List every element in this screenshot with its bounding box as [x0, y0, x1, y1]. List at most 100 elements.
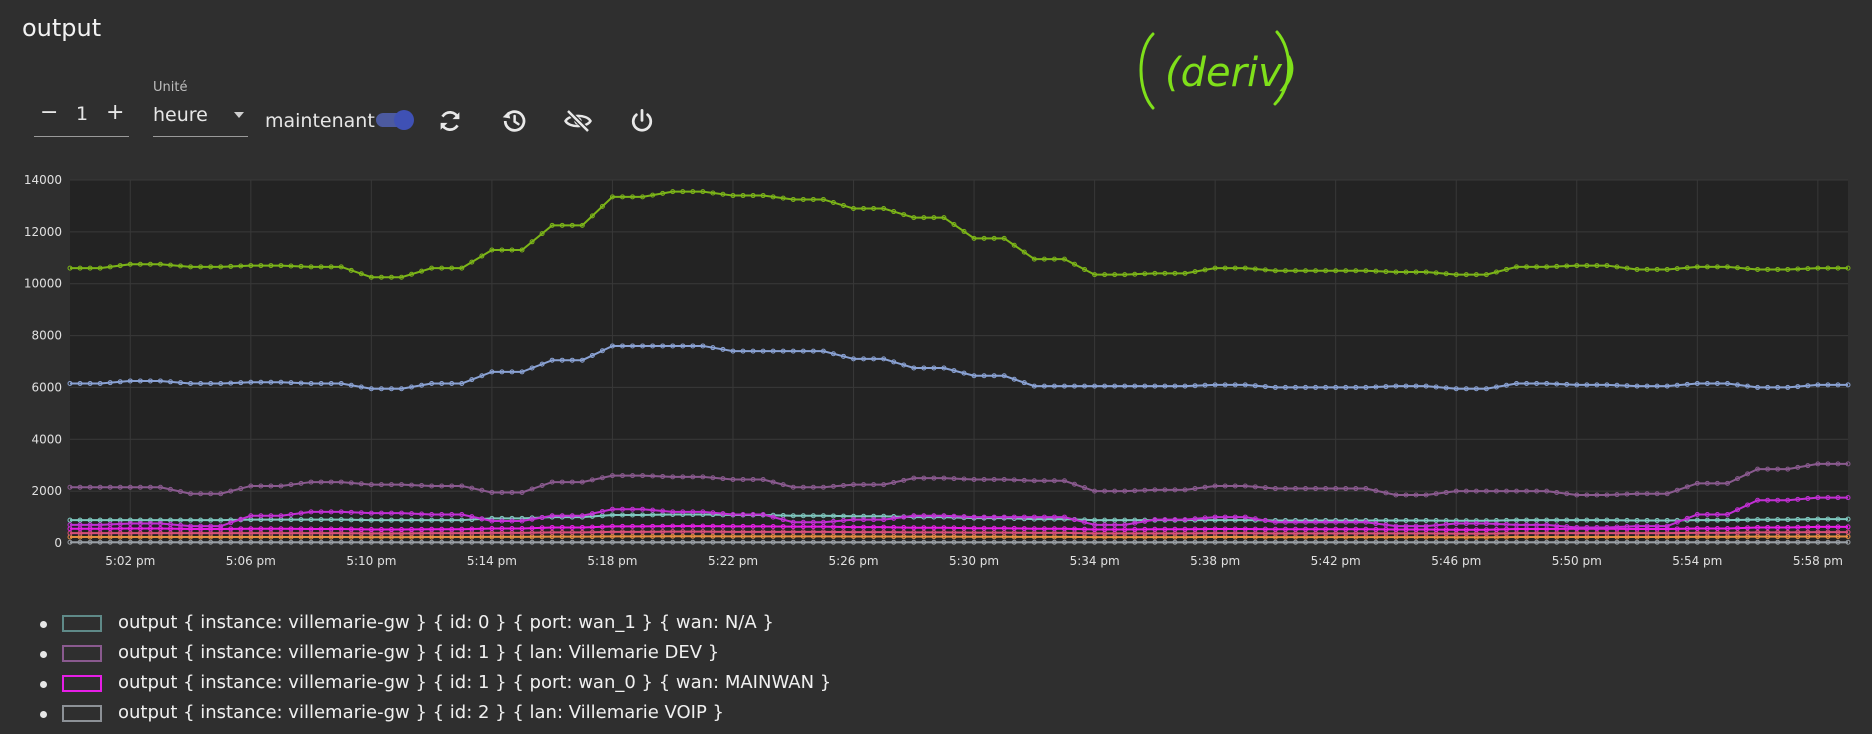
- data-point: [1272, 268, 1278, 274]
- data-point: [1192, 383, 1198, 389]
- data-point: [951, 529, 957, 535]
- data-point: [388, 517, 394, 523]
- data-point: [1092, 539, 1098, 545]
- data-point: [368, 527, 374, 533]
- data-point: [1262, 384, 1268, 390]
- data-point: [1755, 517, 1761, 523]
- data-point: [258, 379, 264, 385]
- data-point: [1282, 519, 1288, 525]
- data-point: [619, 539, 625, 545]
- data-point: [157, 539, 163, 545]
- data-point: [1564, 524, 1570, 530]
- bullet-icon: [40, 621, 47, 628]
- data-point: [147, 484, 153, 490]
- history-button[interactable]: [499, 106, 529, 136]
- data-point: [710, 523, 716, 529]
- legend-swatch: [62, 645, 102, 662]
- data-point: [288, 511, 294, 517]
- data-point: [1041, 514, 1047, 520]
- data-point: [1423, 527, 1429, 533]
- data-point: [921, 513, 927, 519]
- data-point: [1503, 526, 1509, 532]
- data-point: [710, 533, 716, 539]
- data-point: [931, 529, 937, 535]
- data-point: [951, 222, 957, 228]
- data-point: [1714, 264, 1720, 270]
- data-point: [861, 524, 867, 530]
- data-point: [1473, 488, 1479, 494]
- data-point: [1524, 381, 1530, 387]
- data-point: [1835, 529, 1841, 535]
- data-point: [539, 530, 545, 536]
- data-point: [640, 506, 646, 512]
- decrement-button[interactable]: −: [40, 100, 59, 125]
- data-point: [77, 381, 83, 387]
- data-point: [780, 517, 786, 523]
- data-point: [871, 356, 877, 362]
- data-point: [489, 369, 495, 375]
- data-point: [1624, 517, 1630, 523]
- data-point: [670, 533, 676, 539]
- data-point: [549, 539, 555, 545]
- data-point: [881, 206, 887, 212]
- power-button[interactable]: [627, 106, 657, 136]
- data-point: [318, 264, 324, 270]
- data-point: [1825, 539, 1831, 545]
- data-point: [559, 357, 565, 363]
- data-point: [1614, 517, 1620, 523]
- data-point: [1453, 488, 1459, 494]
- data-point: [1785, 539, 1791, 545]
- data-point: [429, 483, 435, 489]
- data-point: [1644, 383, 1650, 389]
- data-point: [1323, 519, 1329, 525]
- plot-area: [70, 180, 1848, 543]
- data-point: [1574, 539, 1580, 545]
- data-point: [961, 228, 967, 234]
- data-point: [770, 533, 776, 539]
- data-point: [981, 514, 987, 520]
- hide-series-button[interactable]: [563, 106, 593, 136]
- data-point: [1152, 487, 1158, 493]
- data-point: [1634, 523, 1640, 529]
- series-line: [70, 513, 1848, 522]
- data-point: [559, 539, 565, 545]
- data-point: [670, 474, 676, 480]
- refresh-button[interactable]: [435, 106, 465, 136]
- data-point: [127, 521, 133, 527]
- data-point: [1775, 384, 1781, 390]
- data-point: [1644, 539, 1650, 545]
- data-point: [1785, 517, 1791, 523]
- data-point: [1704, 264, 1710, 270]
- interval-value[interactable]: 1: [76, 103, 89, 125]
- data-point: [1493, 488, 1499, 494]
- increment-button[interactable]: +: [106, 100, 125, 125]
- data-point: [509, 539, 515, 545]
- data-point: [800, 513, 806, 519]
- now-toggle[interactable]: [376, 110, 414, 130]
- data-point: [1755, 524, 1761, 530]
- data-point: [1282, 539, 1288, 545]
- data-point: [670, 343, 676, 349]
- data-point: [640, 539, 646, 545]
- interval-stepper[interactable]: − 1 +: [34, 100, 129, 137]
- data-point: [800, 539, 806, 545]
- data-point: [830, 483, 836, 489]
- data-point: [1634, 266, 1640, 272]
- y-tick-label: 10000: [24, 277, 62, 291]
- data-point: [1443, 271, 1449, 277]
- unit-select[interactable]: heure: [153, 100, 248, 137]
- x-tick-label: 5:58 pm: [1793, 554, 1843, 568]
- data-point: [167, 486, 173, 492]
- data-point: [790, 513, 796, 519]
- data-point: [1282, 384, 1288, 390]
- data-point: [650, 523, 656, 529]
- data-point: [1453, 521, 1459, 527]
- data-point: [1775, 497, 1781, 503]
- data-point: [298, 517, 304, 523]
- data-point: [871, 482, 877, 488]
- data-point: [891, 209, 897, 215]
- data-point: [1303, 486, 1309, 492]
- data-point: [579, 479, 585, 485]
- data-point: [1765, 529, 1771, 535]
- data-point: [901, 539, 907, 545]
